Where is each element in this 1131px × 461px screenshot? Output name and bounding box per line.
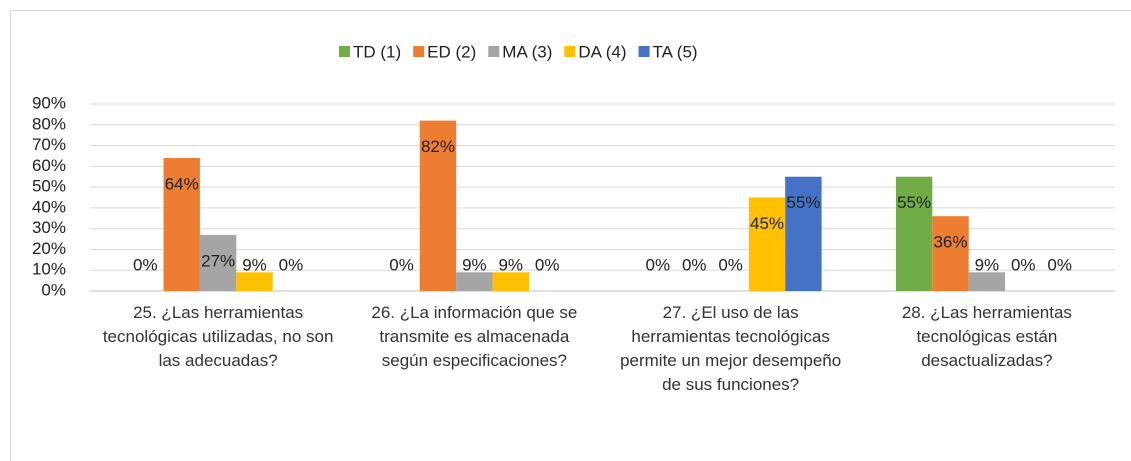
y-tick-label: 50%: [32, 177, 66, 196]
legend-swatch: [339, 46, 350, 57]
data-label: 55%: [786, 193, 820, 212]
data-label: 9%: [462, 255, 487, 274]
data-label: 0%: [1011, 255, 1036, 274]
data-label: 0%: [646, 255, 671, 274]
bar: [492, 272, 529, 291]
data-label: 0%: [1047, 255, 1072, 274]
data-label: 9%: [242, 255, 267, 274]
x-tick-label: 27. ¿El uso de las herramientas tecnológ…: [620, 303, 842, 394]
bar: [932, 216, 969, 291]
y-tick-label: 20%: [32, 239, 66, 258]
legend-label: DA (4): [578, 42, 626, 61]
legend-swatch: [413, 46, 425, 57]
data-label: 45%: [750, 214, 784, 233]
bar: [895, 176, 933, 291]
y-tick-label: 40%: [32, 197, 66, 216]
y-tick-label: 0%: [41, 280, 66, 299]
legend-label: TD (1): [353, 42, 401, 61]
data-label: 0%: [535, 255, 560, 274]
chart-border: [10, 10, 1131, 461]
data-label: 0%: [389, 255, 414, 274]
data-label: 9%: [498, 255, 523, 274]
bar: [163, 158, 200, 291]
y-tick-label: 70%: [32, 135, 66, 154]
x-tick-label: 26. ¿La información que se transmite es …: [371, 303, 578, 370]
legend-label: ED (2): [427, 42, 476, 61]
legend-swatch: [564, 46, 576, 57]
y-tick-label: 90%: [32, 93, 66, 112]
data-label: 0%: [133, 255, 158, 274]
bar: [968, 272, 1006, 291]
legend-swatch: [638, 46, 650, 57]
data-label: 0%: [279, 255, 304, 274]
bar: [748, 197, 786, 291]
legend-swatch: [488, 46, 500, 57]
data-label: 0%: [718, 255, 743, 274]
data-label: 0%: [682, 255, 707, 274]
data-label: 27%: [201, 251, 235, 270]
bar: [419, 120, 457, 291]
data-label: 36%: [933, 233, 967, 252]
data-label: 55%: [897, 193, 931, 212]
bar: [456, 272, 493, 291]
data-label: 9%: [975, 255, 1000, 274]
bar: [199, 234, 237, 291]
y-tick-label: 80%: [32, 114, 66, 133]
data-label: 82%: [421, 137, 455, 156]
y-tick-label: 10%: [32, 260, 66, 279]
data-label: 64%: [165, 175, 199, 194]
y-tick-label: 60%: [32, 156, 66, 175]
x-tick-label: 28. ¿Las herramientas tecnológicas están…: [901, 303, 1072, 370]
bar: [236, 272, 273, 291]
bar: [785, 176, 822, 291]
x-tick-label: 25. ¿Las herramientas tecnológicas utili…: [102, 303, 334, 370]
y-tick-label: 30%: [32, 218, 66, 237]
legend-label: TA (5): [653, 42, 698, 61]
legend-label: MA (3): [502, 42, 552, 61]
